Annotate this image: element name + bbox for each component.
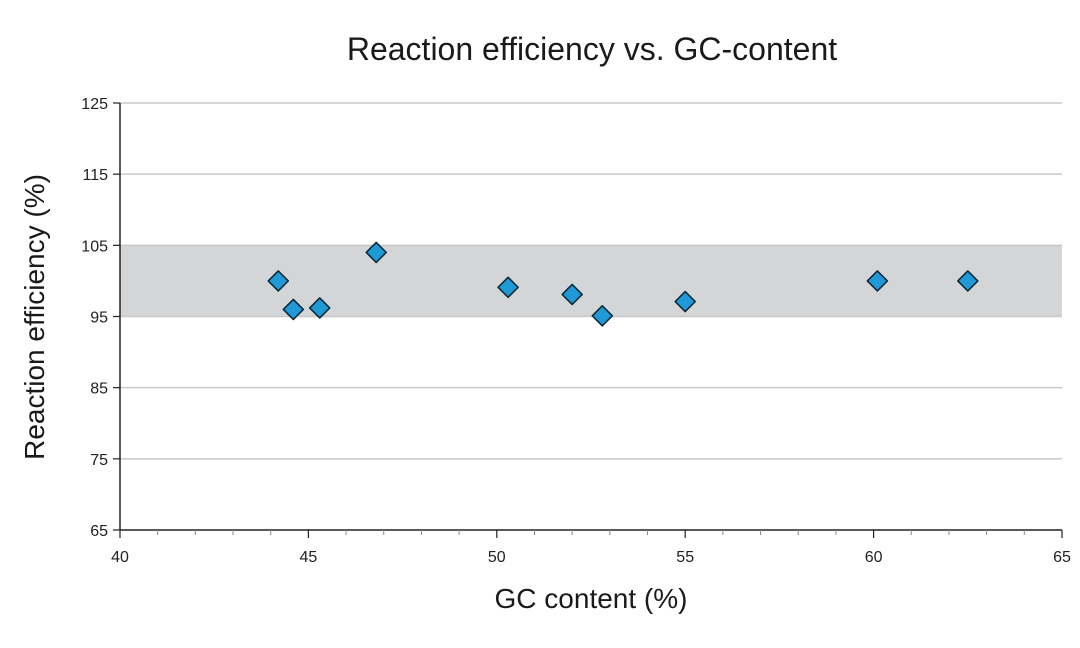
y-tick-label-95: 95: [90, 310, 108, 327]
x-tick-label-45: 45: [300, 549, 318, 566]
y-tick-label-65: 65: [90, 523, 108, 540]
acceptance-band: [120, 245, 1062, 317]
data-point-0-3: [365, 241, 388, 264]
x-tick-label-60: 60: [865, 549, 883, 566]
data-point-0-8: [866, 270, 889, 292]
y-tick-label-115: 115: [82, 167, 108, 184]
x-tick-label-55: 55: [676, 549, 694, 566]
data-point-0-0: [267, 270, 290, 292]
x-tick-label-65: 65: [1053, 549, 1071, 566]
x-tick-label-40: 40: [111, 549, 129, 566]
plot-area: 65 75 85 95 105 115 125 40 45 50 55 60 65: [81, 96, 1071, 566]
y-tick-label-105: 105: [81, 238, 108, 255]
data-point-0-2: [308, 297, 331, 319]
y-tick-label-85: 85: [90, 381, 108, 398]
y-axis-title: Reaction efficiency (%): [19, 174, 50, 460]
chart-title: Reaction efficiency vs. GC-content: [347, 31, 837, 67]
data-point-0-9: [956, 270, 979, 292]
data-point-0-7: [674, 290, 697, 313]
data-point-0-6: [591, 304, 614, 327]
y-tick-label-125: 125: [81, 96, 108, 113]
y-tick-label-75: 75: [90, 452, 108, 469]
data-point-0-4: [497, 276, 519, 299]
x-axis-title: GC content (%): [495, 583, 688, 614]
data-point-0-5: [561, 283, 583, 306]
x-tick-label-50: 50: [488, 549, 506, 566]
data-point-0-1: [282, 298, 305, 321]
